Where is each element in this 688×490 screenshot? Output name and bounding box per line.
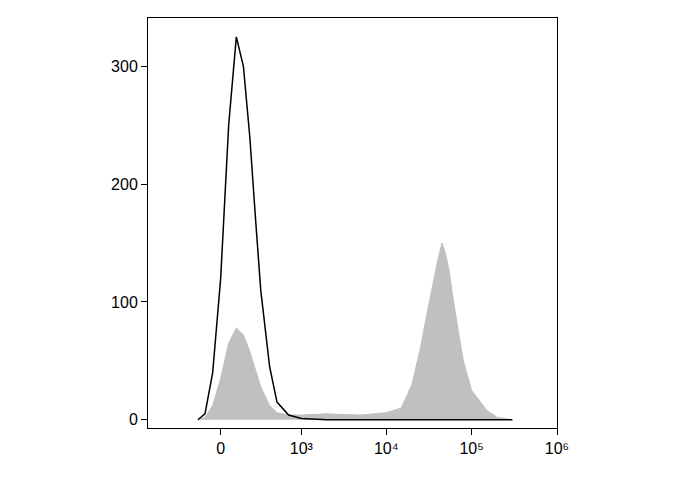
svg-text:10³: 10³: [290, 440, 314, 457]
svg-text:300: 300: [111, 58, 138, 75]
svg-text:10⁵: 10⁵: [459, 440, 483, 457]
svg-text:0: 0: [216, 440, 225, 457]
svg-text:10⁴: 10⁴: [374, 440, 399, 457]
svg-text:100: 100: [111, 294, 138, 311]
svg-text:0: 0: [129, 411, 138, 428]
svg-text:200: 200: [111, 176, 138, 193]
svg-text:10⁶: 10⁶: [545, 440, 569, 457]
